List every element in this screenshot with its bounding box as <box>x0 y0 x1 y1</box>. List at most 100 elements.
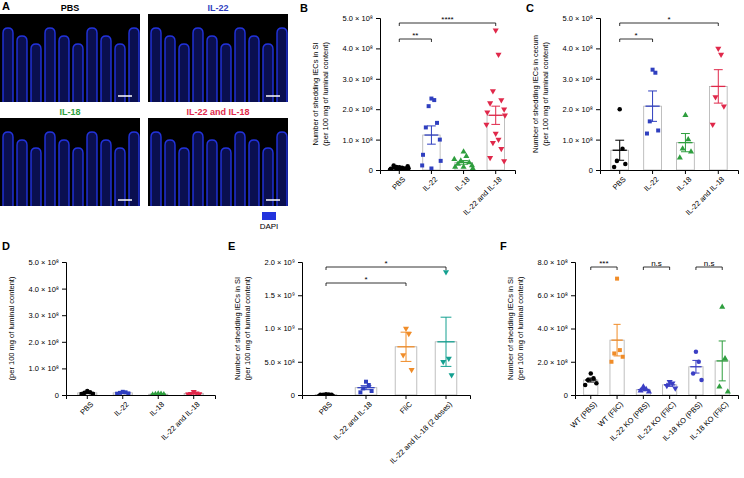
y-tick: 4.0 × 10⁸ <box>538 324 575 333</box>
x-tick: PBS <box>390 170 407 192</box>
x-tick: IL-18 KO (FliC) <box>688 395 730 442</box>
panel-label: C <box>526 2 534 14</box>
x-axis: PBSIL-22IL-18IL-22 and IL-18 <box>67 395 216 442</box>
data-point <box>664 384 670 389</box>
plot-area <box>315 270 457 395</box>
tick-label: 0 <box>589 166 593 175</box>
tick-mark <box>446 395 447 399</box>
x-tick: PBS <box>78 395 95 417</box>
y-tick: 0 <box>55 391 66 400</box>
significance-label: n.s <box>704 259 715 268</box>
tick-label: IL-22 and IL-18 (2 doses) <box>388 399 454 465</box>
data-point <box>638 387 644 392</box>
tick-mark <box>722 395 723 399</box>
tick-label: PBS <box>390 175 407 192</box>
tick-label: WT (PBS) <box>569 399 599 429</box>
data-point <box>403 166 408 170</box>
y-tick: 1.0 × 10⁸ <box>343 136 380 145</box>
tick-mark <box>571 395 575 396</box>
villus <box>31 44 41 102</box>
error-bar <box>648 91 657 121</box>
tick-label: 2.0 × 10⁹ <box>264 258 295 267</box>
villus <box>3 132 13 206</box>
data-point <box>498 147 504 152</box>
x-tick: PBS <box>317 395 334 417</box>
data-point <box>446 357 452 362</box>
tick-mark <box>399 170 400 174</box>
data-point <box>586 378 591 383</box>
data-point <box>594 381 599 386</box>
error-bar <box>491 106 500 124</box>
data-point <box>501 159 507 164</box>
y-axis-title: (per 100 mg of luminal content) <box>7 276 16 380</box>
x-tick: PBS <box>611 170 628 192</box>
data-point <box>449 373 455 378</box>
micrograph-background <box>148 118 288 206</box>
x-axis: PBSIL-22IL-18IL-22 and IL-18 <box>381 170 516 217</box>
tick-label: 4.0 × 10⁸ <box>29 285 59 294</box>
villus <box>193 132 203 206</box>
tick-mark <box>571 295 575 296</box>
x-tick: FliC <box>398 395 414 416</box>
significance-label: n.s <box>651 259 662 268</box>
data-point <box>672 387 678 392</box>
tick-label: 4.0 × 10⁸ <box>563 44 593 53</box>
villus <box>249 36 259 102</box>
micrograph <box>148 14 288 102</box>
tick-label: 1.0 × 10⁹ <box>264 324 295 333</box>
tick-mark <box>62 395 66 396</box>
villus <box>165 140 175 206</box>
x-tick: IL-18 <box>675 170 693 193</box>
data-point <box>493 28 499 33</box>
data-point <box>710 123 716 128</box>
panel-label: E <box>228 240 235 252</box>
x-axis: PBSIL-22IL-18IL-22 and IL-18 <box>601 170 739 217</box>
x-tick: IL-18 <box>148 395 166 418</box>
tick-label: FliC <box>398 399 414 415</box>
data-point <box>403 327 409 332</box>
data-point <box>329 393 334 395</box>
villus <box>31 148 41 206</box>
villus <box>129 132 139 206</box>
y-tick: 1.5 × 10⁹ <box>264 291 302 300</box>
data-point <box>403 167 408 170</box>
data-point <box>406 332 412 337</box>
tick-mark <box>376 140 380 141</box>
tick-mark <box>376 170 380 171</box>
tick-mark <box>62 315 66 316</box>
plot-area <box>611 47 727 170</box>
villus <box>179 148 189 206</box>
y-axis: 01.0 × 10⁸2.0 × 10⁸3.0 × 10⁸4.0 × 10⁸5.0… <box>563 14 601 175</box>
villus <box>101 36 111 102</box>
villus <box>277 28 287 102</box>
data-point <box>79 392 84 395</box>
significance-label: * <box>635 31 638 40</box>
x-tick: IL-22 and IL-18 <box>461 170 503 217</box>
data-point <box>502 114 508 119</box>
villus <box>221 44 231 102</box>
data-point <box>645 132 649 136</box>
villus <box>151 132 161 206</box>
data-point <box>435 121 439 125</box>
data-point <box>620 146 625 151</box>
villus <box>115 148 125 206</box>
significance-label: * <box>364 275 367 284</box>
axis-line <box>376 19 381 171</box>
data-point <box>718 53 724 58</box>
y-axis-title: (per 100 mg of luminal content) <box>321 42 330 146</box>
significance-label: ** <box>412 31 418 40</box>
y-tick: 3.0 × 10⁸ <box>29 311 66 320</box>
data-point <box>688 148 694 153</box>
data-point <box>498 98 504 103</box>
tick-mark <box>87 395 88 399</box>
y-tick: 2.0 × 10⁸ <box>29 338 66 347</box>
data-point <box>589 371 594 376</box>
tick-label: IL-22 <box>421 175 439 193</box>
villus <box>235 132 245 206</box>
plot-area <box>388 28 508 170</box>
data-point <box>591 376 596 381</box>
data-point <box>461 148 467 153</box>
tick-mark <box>685 170 686 174</box>
data-point <box>501 107 507 112</box>
tick-label: PBS <box>611 175 628 192</box>
